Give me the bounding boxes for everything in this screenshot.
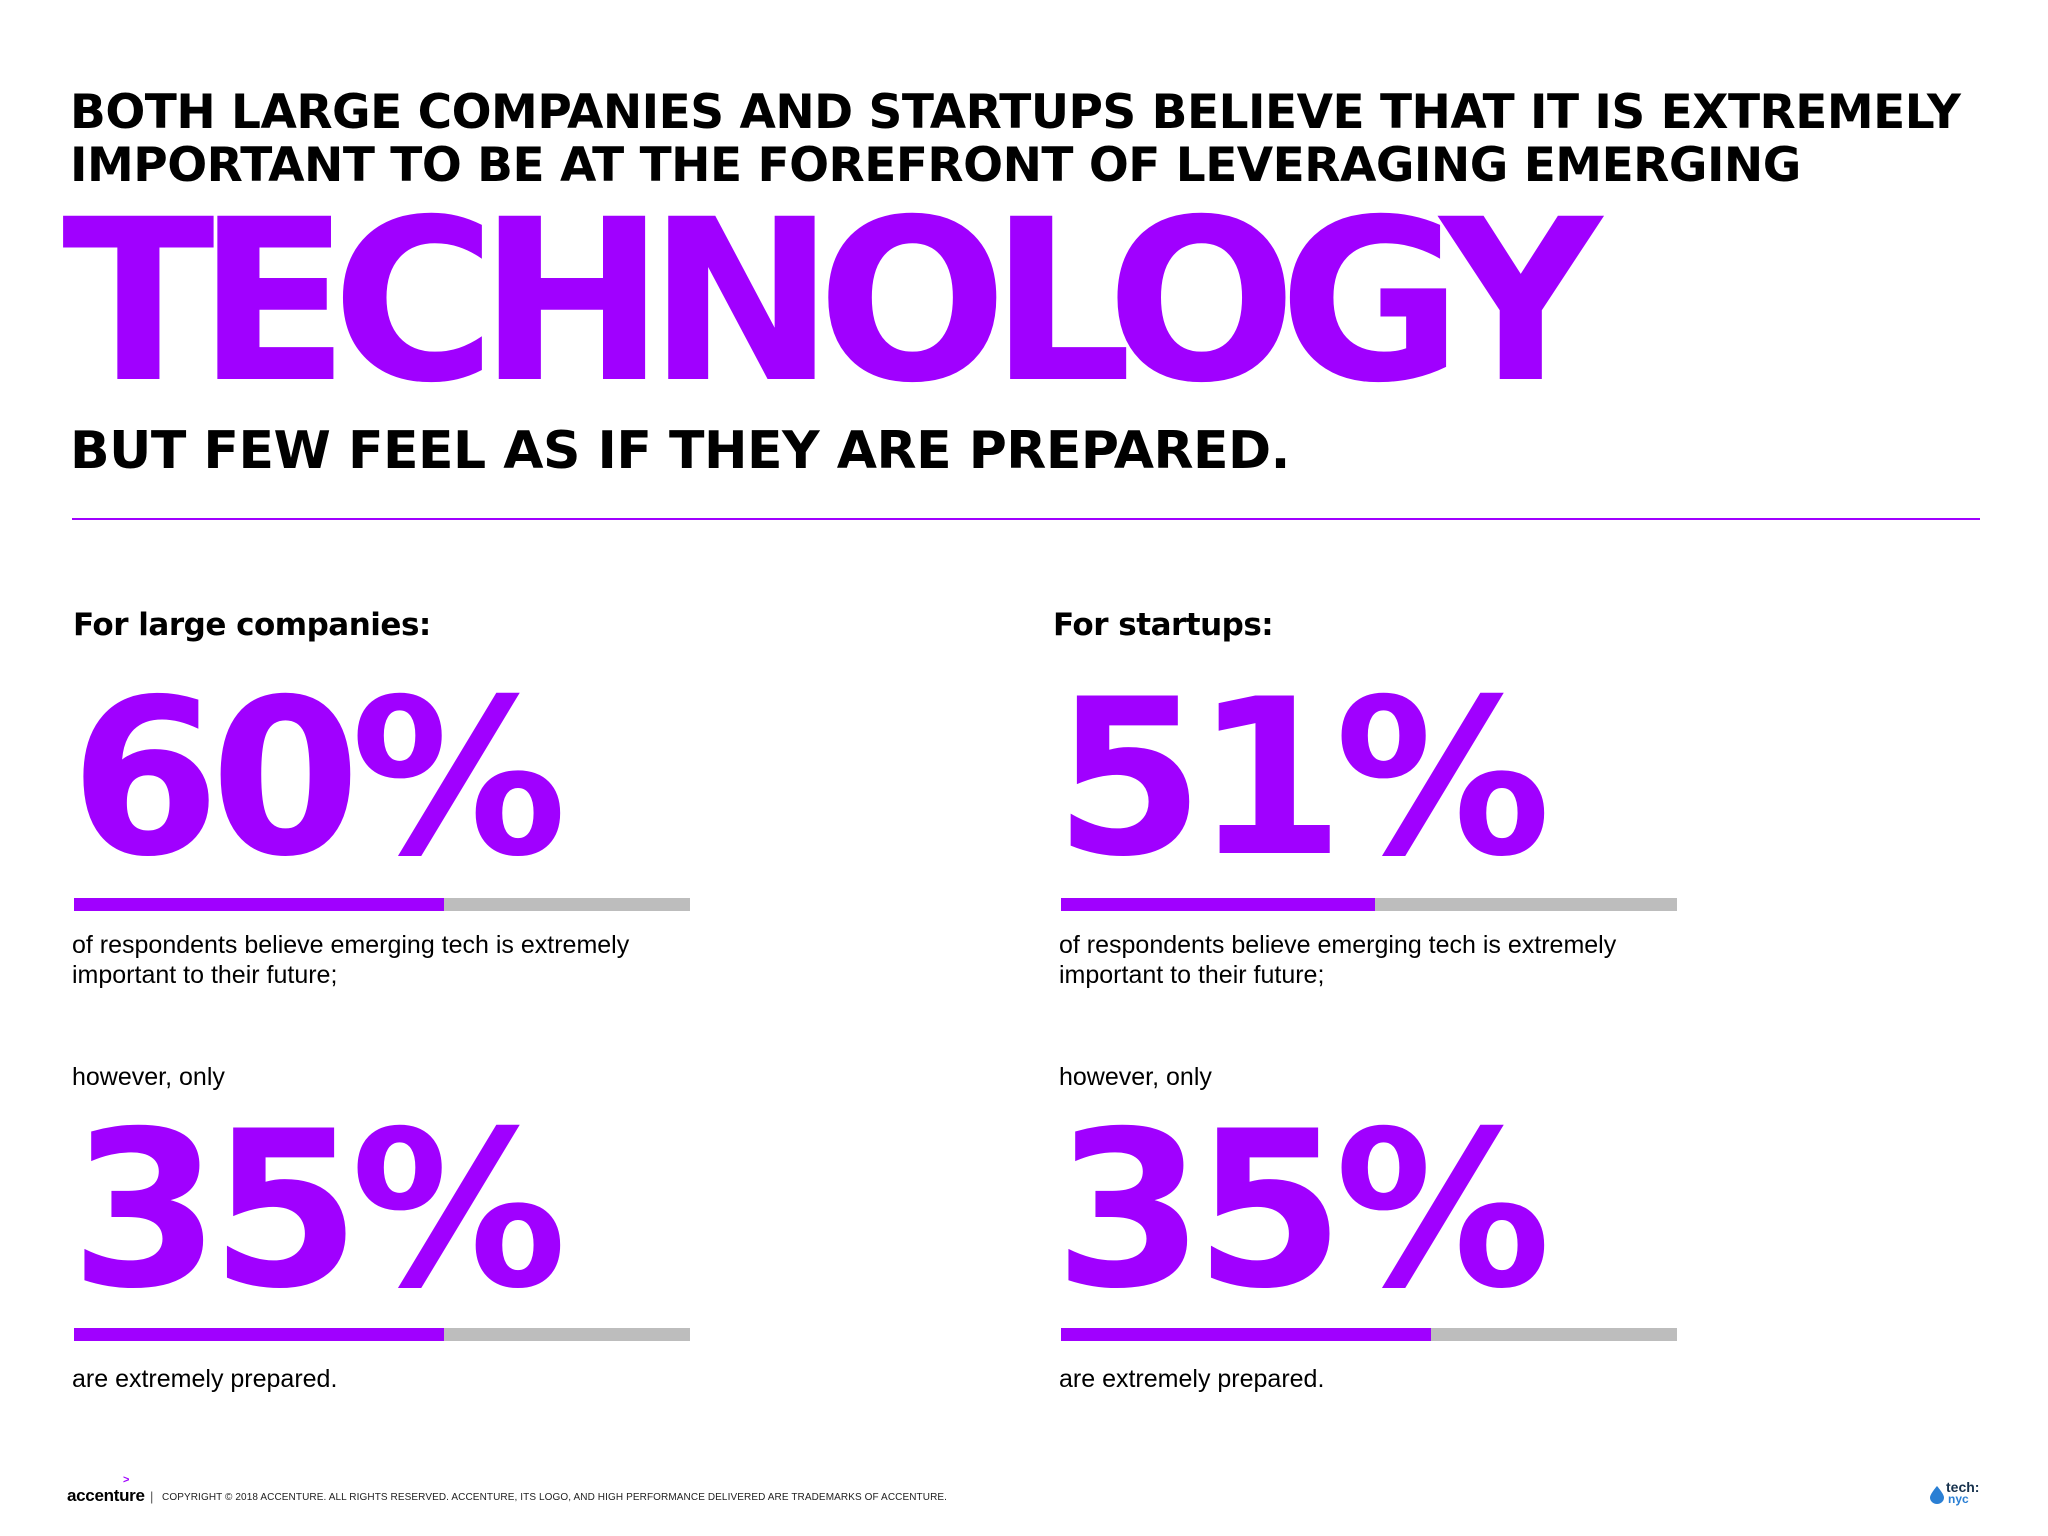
accenture-logo-text: accenture [67,1486,145,1505]
large-companies-text-prepared: are extremely prepared. [72,1365,338,1393]
startups-bar-important [1061,898,1677,911]
large-companies-stat-important: 60% [70,653,567,904]
headline-line-2: IMPORTANT TO BE AT THE FOREFRONT OF LEVE… [70,138,1801,193]
large-companies-text-important: of respondents believe emerging tech is … [72,931,630,989]
accenture-logo: accenture > [67,1475,145,1506]
startups-bar-prepared [1061,1328,1677,1341]
headline-line-1: BOTH LARGE COMPANIES AND STARTUPS BELIEV… [70,85,1961,140]
startups-bar-important-fill [1061,898,1376,911]
large-companies-bar-prepared-fill [74,1328,444,1341]
water-drop-icon [1930,1486,1944,1504]
accenture-logo-caret-icon: > [123,1474,130,1486]
footer-copyright: COPYRIGHT © 2018 ACCENTURE. ALL RIGHTS R… [162,1492,948,1503]
large-companies-bar-prepared [74,1328,690,1341]
large-companies-bar-important-fill [74,898,444,911]
startups-text-prepared: are extremely prepared. [1059,1365,1325,1393]
large-companies-heading: For large companies: [73,607,431,643]
startups-heading: For startups: [1053,607,1274,643]
headline: BOTH LARGE COMPANIES AND STARTUPS BELIEV… [70,86,2010,192]
startups-lead-prepared: however, only [1059,1063,1212,1091]
tech-nyc-logo-top: tech: [1946,1479,1980,1495]
startups-text-important: of respondents believe emerging tech is … [1059,931,1617,989]
large-companies-bar-important [74,898,690,911]
startups-stat-prepared: 35% [1054,1085,1551,1336]
footer-separator: | [150,1489,154,1504]
large-companies-lead-prepared: however, only [72,1063,225,1091]
large-companies-stat-prepared: 35% [70,1085,567,1336]
section-divider [72,518,1980,520]
headline-technology: TECHNOLOGY [62,171,1602,432]
tech-nyc-logo-bottom: nyc [1948,1492,1969,1506]
subheadline: BUT FEW FEEL AS IF THEY ARE PREPARED. [70,421,1290,481]
startups-bar-prepared-fill [1061,1328,1431,1341]
startups-stat-important: 51% [1054,653,1551,904]
tech-nyc-logo: tech: nyc [1930,1480,1986,1514]
